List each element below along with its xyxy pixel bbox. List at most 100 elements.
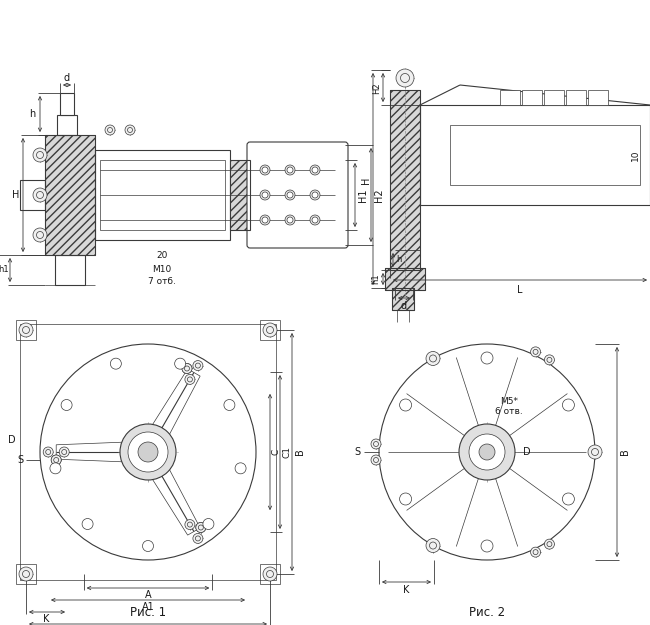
Circle shape [263, 567, 277, 581]
Text: 6 отв.: 6 отв. [495, 408, 523, 416]
Circle shape [260, 215, 270, 225]
Text: H2: H2 [374, 188, 384, 202]
Bar [57, 115, 77, 135]
Circle shape [260, 190, 270, 200]
Circle shape [396, 69, 414, 87]
Circle shape [19, 323, 33, 337]
Circle shape [196, 522, 206, 532]
Circle shape [23, 326, 29, 334]
Text: Рис. 1: Рис. 1 [130, 606, 166, 619]
Circle shape [36, 191, 44, 199]
Circle shape [547, 542, 552, 547]
Circle shape [185, 374, 195, 384]
Circle shape [54, 458, 58, 462]
Text: h: h [29, 109, 35, 119]
Circle shape [459, 424, 515, 480]
Circle shape [196, 363, 200, 368]
Bar [544, 90, 564, 105]
Text: B: B [620, 449, 630, 456]
Circle shape [287, 167, 293, 173]
Circle shape [185, 366, 189, 371]
Circle shape [193, 361, 203, 371]
Bar [45, 135, 95, 255]
Text: H: H [361, 176, 371, 184]
Circle shape [430, 542, 437, 549]
Circle shape [545, 539, 554, 549]
Bar [385, 268, 425, 290]
Circle shape [62, 449, 67, 454]
Text: H2: H2 [372, 82, 382, 94]
Bar [450, 125, 640, 185]
Circle shape [138, 442, 158, 462]
Text: Рис. 2: Рис. 2 [469, 606, 505, 619]
Bar [230, 160, 250, 230]
Text: H1: H1 [358, 188, 368, 202]
Circle shape [19, 567, 33, 581]
Polygon shape [56, 441, 148, 462]
Text: d: d [64, 73, 70, 83]
Circle shape [54, 458, 58, 462]
Text: A1: A1 [142, 602, 155, 612]
Circle shape [185, 519, 195, 529]
Circle shape [562, 399, 575, 411]
Circle shape [51, 455, 61, 465]
Circle shape [430, 355, 437, 362]
Text: h1: h1 [0, 266, 9, 274]
Bar [588, 90, 608, 105]
Bar [95, 150, 230, 240]
Circle shape [374, 441, 378, 446]
Circle shape [400, 74, 410, 82]
Bar [260, 320, 280, 340]
Text: S: S [354, 447, 360, 457]
Circle shape [379, 344, 595, 560]
Text: h: h [396, 256, 402, 264]
Circle shape [426, 351, 440, 366]
Circle shape [105, 125, 115, 135]
Bar [260, 564, 280, 584]
Circle shape [530, 347, 541, 357]
Circle shape [400, 399, 411, 411]
Circle shape [285, 165, 295, 175]
Circle shape [187, 522, 192, 527]
Bar [566, 90, 586, 105]
Circle shape [59, 447, 69, 457]
Circle shape [426, 539, 440, 552]
Circle shape [312, 167, 318, 173]
Circle shape [203, 519, 214, 529]
Text: h1: h1 [372, 274, 380, 284]
Circle shape [182, 364, 192, 374]
Circle shape [469, 434, 505, 470]
Circle shape [107, 127, 112, 132]
Circle shape [33, 228, 47, 242]
Circle shape [111, 358, 122, 369]
Circle shape [235, 463, 246, 474]
Circle shape [262, 192, 268, 198]
Circle shape [127, 127, 133, 132]
Bar [230, 160, 250, 230]
Circle shape [287, 192, 293, 198]
Circle shape [125, 125, 135, 135]
Circle shape [266, 326, 274, 334]
Circle shape [120, 424, 176, 480]
Text: C: C [272, 449, 281, 455]
Circle shape [142, 541, 153, 551]
Circle shape [479, 444, 495, 460]
Circle shape [547, 357, 552, 362]
Circle shape [287, 217, 293, 223]
Circle shape [40, 344, 256, 560]
Circle shape [588, 445, 602, 459]
Circle shape [481, 540, 493, 552]
Polygon shape [138, 447, 200, 535]
Text: K: K [43, 614, 49, 624]
Bar [420, 105, 650, 205]
Circle shape [224, 399, 235, 411]
Bar [60, 93, 74, 115]
Circle shape [592, 449, 599, 456]
Circle shape [23, 571, 29, 578]
Text: 7 отб.: 7 отб. [148, 278, 176, 286]
Bar [20, 180, 45, 210]
Text: М5*: М5* [500, 398, 518, 406]
Circle shape [530, 547, 541, 557]
Bar [385, 268, 425, 290]
Circle shape [82, 519, 93, 529]
